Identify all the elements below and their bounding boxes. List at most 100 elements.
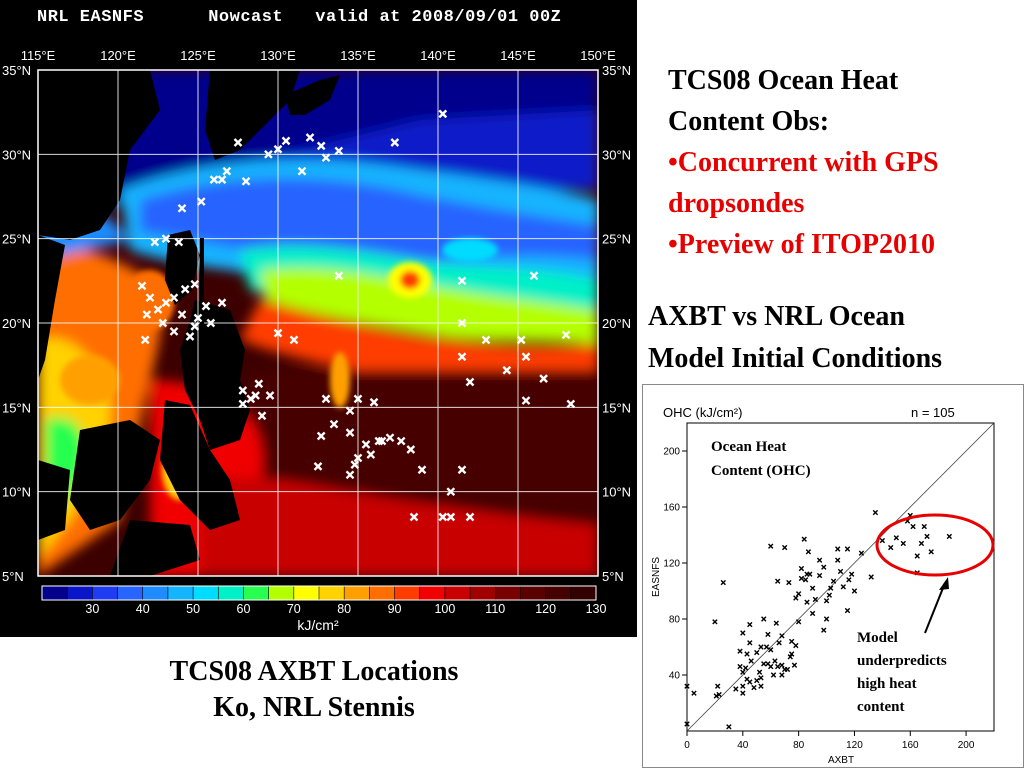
axbt-drop-marker [209, 175, 219, 184]
axbt-drop-marker [396, 436, 406, 446]
colorbar-tick: 70 [287, 602, 301, 616]
axbt-drop-marker [161, 298, 171, 308]
axbt-drop-marker [190, 322, 200, 331]
y-tick-label: 160 [663, 503, 680, 514]
scatter-point [821, 564, 827, 570]
colorbar-swatch [268, 585, 295, 601]
axbt-drop-marker [366, 450, 376, 459]
scatter-point [793, 642, 799, 649]
colorbar-swatch [469, 585, 497, 601]
map-gridlines [38, 70, 598, 576]
scatter-point [844, 546, 851, 552]
lon-label: 115°E [21, 48, 56, 63]
scatter-point [807, 571, 813, 577]
scatter-point [740, 630, 746, 636]
scatter-point [740, 690, 746, 696]
lat-label-right: 35°N [602, 63, 631, 78]
axbt-drop-marker [264, 149, 273, 159]
scatter-point [823, 598, 830, 604]
axbt-drop-marker [241, 176, 251, 186]
scatter-point [830, 578, 837, 584]
scatter-point [795, 619, 802, 625]
scatter-point [768, 647, 774, 653]
axbt-drop-marker [201, 301, 211, 311]
axbt-drop-marker [150, 237, 160, 247]
scatter-n-label: n = 105 [911, 405, 955, 420]
axbt-drop-marker [465, 377, 475, 387]
axbt-drop-marker [217, 298, 227, 308]
axbt-drop-marker [516, 335, 526, 345]
lat-label-left: 10°N [2, 485, 31, 500]
axbt-drop-marker [377, 436, 387, 446]
axbt-drop-marker [369, 397, 379, 407]
colorbar-tick: 90 [388, 602, 402, 616]
axbt-drop-marker [238, 386, 248, 395]
colorbar-tick: 40 [136, 602, 150, 616]
scatter-point [924, 533, 930, 540]
axbt-locations [137, 109, 576, 522]
axbt-drop-marker [137, 281, 147, 291]
latitude-labels: 35°N 35°N 30°N 30°N 25°N 25°N 20°N 20°N 15°N 15°N… [2, 63, 631, 584]
scatter-point [821, 627, 827, 633]
scatter-point [795, 591, 802, 597]
scatter-point [770, 672, 777, 678]
colorbar-swatch [293, 585, 320, 601]
y-axis-label: EASNFS [651, 557, 662, 597]
lon-label: 125°E [180, 48, 216, 63]
scatter-point [761, 616, 767, 622]
scatter-point [779, 662, 785, 668]
axbt-drop-marker [185, 332, 195, 341]
scatter-panel: OHC (kJ/cm²) n = 105 0 40 80 120 160 200 40 80… [642, 384, 1024, 768]
scatter-point [748, 658, 754, 664]
axbt-drop-marker [174, 237, 184, 247]
scatter-point [823, 616, 830, 622]
scatter-point [758, 683, 764, 689]
heading-line2: Content Obs: [668, 106, 830, 137]
longitude-labels: 115°E 120°E 125°E 130°E 135°E 140°E 145°E 150°E [21, 48, 616, 63]
scatter-point [848, 571, 855, 577]
y-tick-label: 80 [669, 615, 681, 626]
axbt-drop-marker [481, 335, 491, 345]
axbt-drop-marker [353, 394, 363, 404]
colorbar-swatch [318, 585, 345, 601]
annotation-line3: high heat [857, 676, 917, 692]
axbt-comparison-title: AXBT vs NRL Ocean Model Initial Conditio… [648, 296, 1018, 380]
axbt-drop-marker [169, 327, 179, 336]
axbt-drop-marker [169, 293, 179, 303]
colorbar-swatch [192, 585, 220, 601]
colorbar-swatch [570, 585, 597, 601]
axbt-drop-marker [446, 487, 456, 497]
highlight-ellipse [875, 513, 995, 577]
scatter-point [858, 550, 865, 556]
axbt-drop-marker [321, 394, 331, 404]
axbt-drop-marker [180, 284, 190, 294]
scatter-title: OHC (kJ/cm²) [663, 405, 742, 420]
scatter-point [716, 691, 722, 698]
lon-label: 130°E [260, 48, 296, 63]
lat-label-right: 5°N [602, 569, 624, 584]
colorbar-swatch [92, 585, 119, 601]
axbt-drop-marker [281, 136, 291, 146]
axbt-drop-marker [321, 153, 331, 163]
scatter-point [751, 684, 757, 691]
axbt-drop-marker [385, 433, 395, 443]
lat-label-right: 25°N [602, 232, 631, 247]
axbt-drop-marker [529, 271, 539, 281]
axbt-drop-marker [142, 310, 152, 319]
y-tick-label: 120 [663, 559, 680, 570]
annotation-arrow-line [924, 582, 946, 634]
colorbar-swatch [117, 585, 144, 601]
axbt-drop-marker [361, 440, 371, 449]
colorbar-swatch [66, 585, 94, 601]
ohc-map-panel: 115°E 120°E 125°E 130°E 135°E 140°E 145°E 150°E… [0, 0, 637, 637]
axbt-drop-marker [238, 399, 248, 409]
axbt-drop-marker [316, 141, 326, 151]
scatter-point [775, 663, 781, 670]
scatter-point [772, 658, 778, 664]
scatter-point [713, 693, 719, 699]
lon-label: 150°E [580, 48, 616, 63]
bullet-gps-line1: •Concurrent with GPS [668, 147, 939, 178]
lon-label: 135°E [340, 48, 376, 63]
bullet-gps-line2: dropsondes [668, 188, 805, 219]
y-tick-label: 40 [669, 671, 681, 682]
